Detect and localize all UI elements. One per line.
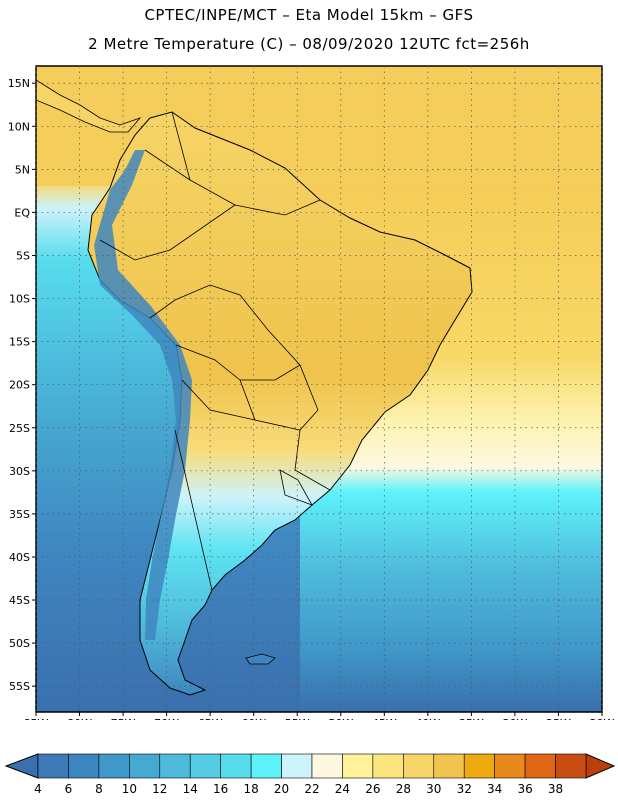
lon-label: 80W [67, 717, 92, 720]
lat-label: 50S [9, 637, 30, 650]
lon-label: 70W [154, 717, 179, 720]
colorbar-label: 34 [487, 782, 502, 796]
lon-label: 45W [372, 717, 397, 720]
colorbar-cell [524, 753, 556, 779]
lon-label: 25W [546, 717, 571, 720]
colorbar-cell [372, 753, 404, 779]
colorbar-cell [342, 753, 374, 779]
colorbar-label: 28 [396, 782, 411, 796]
colorbar-label: 8 [95, 782, 103, 796]
colorbar-high-arrow [585, 753, 616, 779]
map-fields [36, 66, 602, 712]
lat-label: EQ [14, 206, 30, 219]
colorbar-cell [281, 753, 313, 779]
colorbar-label: 16 [213, 782, 228, 796]
lat-label: 25S [9, 422, 30, 435]
colorbar-cell [68, 753, 100, 779]
colorbar-label: 18 [243, 782, 258, 796]
colorbar-cell [189, 753, 221, 779]
lon-label: 35W [459, 717, 484, 720]
lon-label: 30W [502, 717, 527, 720]
title-line-2: 2 Metre Temperature (C) – 08/09/2020 12U… [88, 35, 530, 53]
colorbar-cell [555, 753, 587, 779]
lon-label: 55W [285, 717, 310, 720]
colorbar-cell [98, 753, 130, 779]
lat-label: 30S [9, 465, 30, 478]
colorbar-label: 36 [517, 782, 532, 796]
longitude-labels: 85W 80W 75W 70W 65W 60W 55W 50W 45W 40W 35W 30W 25W 2… [24, 717, 615, 720]
map-frame [35, 65, 603, 713]
lat-label: 55S [9, 680, 30, 693]
colorbar-cell [37, 753, 69, 779]
colorbar-label: 6 [65, 782, 73, 796]
lat-label: 5N [15, 163, 30, 176]
colorbar-cell [433, 753, 465, 779]
lon-label: 50W [328, 717, 353, 720]
lat-label: 45S [9, 594, 30, 607]
colorbar-cell [403, 753, 435, 779]
lat-label: 10S [9, 293, 30, 306]
lon-label: 40W [415, 717, 440, 720]
colorbar-label: 10 [122, 782, 137, 796]
lat-label: 5S [16, 249, 30, 262]
title-line-1: CPTEC/INPE/MCT – Eta Model 15km – GFS [144, 6, 474, 24]
colorbar-cell [159, 753, 191, 779]
lat-label: 10N [8, 120, 30, 133]
lat-label: 35S [9, 508, 30, 521]
andes-strip [94, 150, 192, 640]
temperature-map: 15N 10N 5N EQ 5S 10S 15S 20S 25S 30S 35S 40S 45S 50S 5… [8, 65, 615, 720]
colorbar-cell [311, 753, 343, 779]
lat-label: 15N [8, 77, 30, 90]
lat-label: 15S [9, 336, 30, 349]
colorbar-label: 20 [274, 782, 289, 796]
country-borders [99, 111, 331, 591]
lon-label: 85W [24, 717, 49, 720]
colorbar-cell [250, 753, 282, 779]
colorbar-cell [129, 753, 161, 779]
colorbar-cells [4, 753, 616, 779]
latitude-labels: 15N 10N 5N EQ 5S 10S 15S 20S 25S 30S 35S 40S 45S 50S 5… [8, 77, 31, 693]
colorbar-label: 12 [152, 782, 167, 796]
colorbar-label: 14 [183, 782, 198, 796]
colorbar-label: 30 [426, 782, 441, 796]
colorbar-low-arrow [4, 753, 39, 779]
lon-label: 60W [241, 717, 266, 720]
falkland-islands [245, 653, 276, 665]
colorbar-label: 4 [34, 782, 42, 796]
colorbar-label: 38 [548, 782, 563, 796]
colorbar-label: 22 [304, 782, 319, 796]
colorbar-label: 32 [457, 782, 472, 796]
colorbar-cell [494, 753, 526, 779]
colorbar-cell [463, 753, 495, 779]
central-america [36, 79, 142, 133]
lon-label: 75W [111, 717, 136, 720]
lat-label: 40S [9, 551, 30, 564]
colorbar-cell [220, 753, 252, 779]
colorbar-labels: 4 6 8 10 12 14 16 18 20 22 24 26 28 30 32 34 36 38 [34, 782, 563, 796]
graticule [32, 66, 603, 716]
lon-label: 20W [590, 717, 615, 720]
colorbar-label: 26 [365, 782, 380, 796]
colorbar-label: 24 [335, 782, 350, 796]
lat-label: 20S [9, 379, 30, 392]
lon-label: 65W [198, 717, 223, 720]
